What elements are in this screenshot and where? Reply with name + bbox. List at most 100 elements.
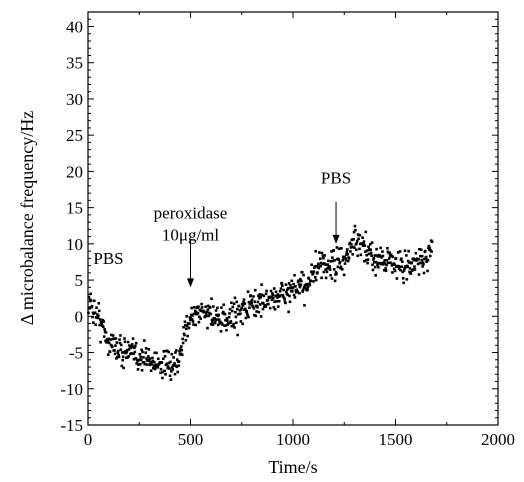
data-point [280,281,284,285]
data-point [286,293,290,297]
data-point [195,312,198,316]
data-point [249,300,253,303]
data-point [284,301,287,305]
data-point [381,254,385,258]
data-point [321,262,324,266]
data-point [405,254,408,257]
data-point [324,276,328,280]
data-point [349,246,353,249]
data-point [105,341,108,344]
data-point [395,277,399,280]
data-point [259,315,263,318]
data-point [186,334,189,338]
data-point [132,352,135,356]
data-point [394,257,398,260]
data-point [154,365,157,369]
data-point [257,294,260,298]
data-point [330,250,333,253]
data-point [113,349,116,352]
data-point [210,318,214,322]
data-point [342,273,346,277]
data-point [400,257,403,260]
x-tick-label: 500 [178,430,204,449]
data-point [128,345,132,348]
data-point [426,258,430,262]
data-point [321,254,325,258]
data-point [264,292,268,296]
y-tick-label: 35 [66,54,83,73]
data-point [109,338,112,341]
data-point [427,244,431,248]
data-point [353,224,357,228]
data-point [367,245,370,249]
data-point [220,306,223,309]
data-point [403,249,407,253]
data-point [153,351,157,355]
data-point [172,356,175,359]
data-point [194,323,198,327]
data-point [217,313,221,317]
data-point [341,258,345,262]
data-point [138,358,141,362]
data-point [314,249,318,253]
data-point [352,230,356,234]
data-point [385,263,388,267]
data-point [423,257,426,261]
data-point [236,333,239,337]
data-point [120,364,124,368]
data-point [235,300,239,304]
data-point [142,356,145,359]
data-point [248,306,251,310]
data-point [174,351,177,354]
data-point [137,363,140,366]
data-point [306,288,309,291]
data-point [279,287,283,290]
data-point [104,331,108,334]
y-tick-label: 0 [75,307,84,326]
data-point [103,328,106,331]
data-point [200,302,203,306]
data-point [421,261,425,264]
data-point [205,314,208,318]
data-point [111,337,115,341]
data-point [171,368,175,371]
data-point [145,357,148,360]
data-point [377,265,380,269]
y-axis-title: Δ microbalance frequency/Hz [17,111,37,325]
data-point [211,320,214,324]
data-point [147,355,150,358]
data-point [318,251,321,254]
data-point [302,273,305,277]
data-point [154,363,158,367]
data-point [235,307,239,311]
data-point [214,309,218,312]
data-point [124,350,127,353]
data-point [363,244,367,247]
data-point [179,347,182,351]
data-point [183,320,187,324]
data-point [338,260,342,264]
data-point [314,278,318,282]
data-point [242,300,245,304]
data-point [419,248,423,252]
data-point [184,338,188,342]
data-point [384,269,388,272]
data-point [355,241,359,245]
y-tick-label: -10 [60,380,83,399]
data-point [315,264,318,268]
data-point [362,240,366,243]
data-point [258,303,262,306]
data-point [115,341,119,344]
data-point [125,349,129,352]
data-point [372,258,375,261]
data-point [207,314,211,318]
data-point [316,271,319,274]
data-point [337,258,341,262]
data-point [191,320,195,323]
data-point [430,250,433,253]
data-point [93,311,97,315]
data-point [330,277,334,280]
x-tick-label: 1500 [379,430,413,449]
data-point [199,309,203,313]
data-point [275,299,279,303]
